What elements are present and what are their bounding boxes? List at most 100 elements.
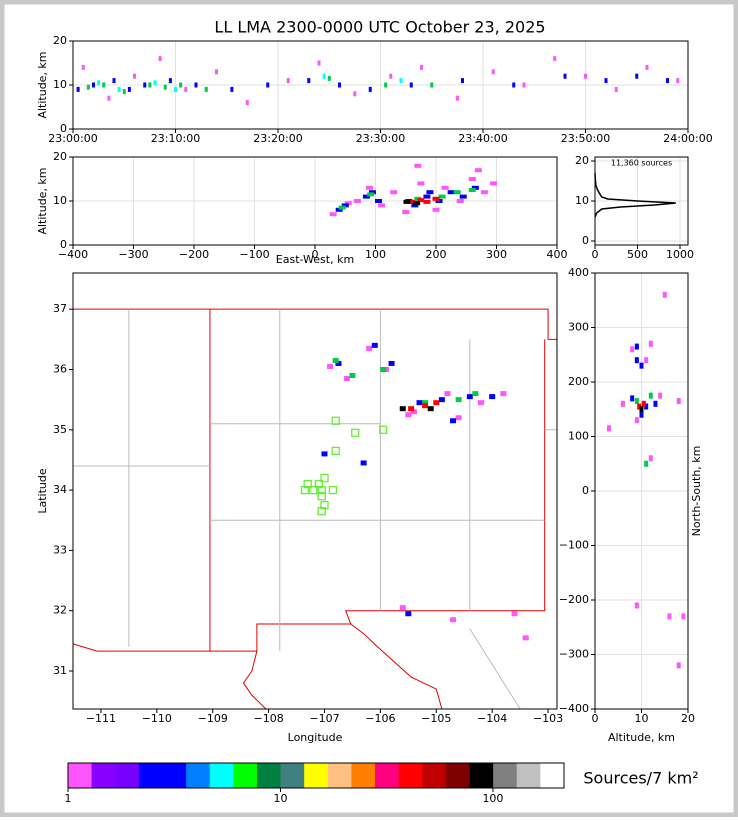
source-point [338, 82, 341, 88]
station [331, 416, 340, 425]
source-point [335, 207, 343, 212]
y-tick-label: 0 [582, 484, 589, 497]
source-point [491, 69, 495, 75]
x-tick-label: −103 [533, 712, 563, 725]
plot-border [72, 272, 558, 710]
x-tick-label: −109 [198, 712, 228, 725]
color-swatch [115, 763, 140, 788]
source-point [666, 78, 669, 84]
station [314, 479, 324, 489]
color-swatch [138, 763, 163, 788]
source-point [466, 394, 473, 400]
source-point [426, 190, 434, 195]
station [351, 428, 360, 437]
source-point [153, 80, 157, 86]
y-tick-label: −400 [559, 702, 589, 715]
source-point [133, 73, 136, 79]
x-tick-label: 1000 [666, 248, 694, 261]
y-tick-label: 20 [53, 150, 67, 163]
source-point [648, 455, 653, 462]
source-point [432, 207, 440, 212]
color-swatch [398, 763, 423, 788]
source-point [388, 360, 395, 366]
x-tick-label: −108 [254, 712, 284, 725]
source-point [676, 398, 681, 405]
color-swatch [422, 763, 447, 788]
color-swatch [233, 763, 258, 788]
source-point [644, 357, 649, 364]
source-point [676, 78, 680, 84]
y-tick-label: 100 [568, 430, 589, 443]
boundary [72, 643, 210, 652]
source-point [414, 163, 422, 168]
source-point [468, 188, 476, 192]
source-point [512, 82, 516, 88]
colorbar-border [67, 762, 565, 789]
y-tick-label: 37 [53, 302, 67, 315]
x-tick-label: 10 [635, 712, 649, 725]
source-point [405, 611, 412, 617]
source-point [384, 82, 388, 88]
source-point [349, 373, 356, 379]
x-tick-label: 500 [627, 248, 648, 261]
source-point [127, 86, 131, 92]
source-point [634, 417, 639, 424]
y-tick-label: 20 [575, 154, 589, 167]
tick-label: 10 [273, 792, 287, 805]
source-point [455, 415, 462, 421]
source-point [409, 82, 413, 88]
y-tick-label: 32 [53, 604, 67, 617]
source-point [489, 394, 496, 400]
source-point [97, 80, 101, 86]
plot-border [72, 40, 689, 130]
source-point [362, 194, 370, 199]
boundary [350, 623, 443, 710]
source-point [389, 73, 393, 79]
source-point [399, 406, 406, 412]
source-point [148, 82, 152, 88]
x-axis-label: East-West, km [276, 253, 354, 266]
source-point [368, 190, 376, 195]
source-point [522, 82, 526, 88]
source-point [112, 78, 116, 84]
station [320, 473, 329, 483]
source-point [427, 406, 434, 412]
source-point [286, 78, 290, 84]
color-swatch [91, 763, 116, 788]
source-point [266, 82, 270, 88]
source-point [433, 400, 440, 406]
source-point [438, 194, 446, 199]
plot-border [594, 156, 689, 246]
y-tick-label: 200 [568, 375, 589, 388]
station [309, 485, 318, 495]
color-swatch [469, 763, 494, 788]
boundary [242, 650, 267, 710]
station [317, 507, 326, 516]
source-point [653, 400, 658, 407]
source-point [322, 73, 326, 79]
source-point [76, 86, 80, 92]
x-tick-label: 23:10:00 [151, 132, 200, 145]
source-point [450, 418, 457, 424]
source-point [338, 205, 346, 210]
source-point [327, 363, 334, 369]
y-tick-label: 300 [568, 321, 589, 334]
y-tick-label: 20 [53, 34, 67, 47]
source-point [553, 56, 557, 62]
x-tick-label: 400 [547, 248, 568, 261]
source-point [86, 84, 90, 90]
station [379, 425, 388, 434]
source-point [423, 194, 431, 199]
y-tick-label: −100 [559, 539, 589, 552]
source-point [648, 392, 653, 399]
x-tick-label: −106 [365, 712, 395, 725]
source-point [453, 190, 461, 195]
source-point [204, 86, 208, 92]
source-point [500, 391, 507, 397]
tick-label: 100 [482, 792, 503, 805]
source-point [645, 64, 649, 70]
source-point [81, 64, 85, 70]
source-point [365, 185, 373, 190]
source-point [405, 412, 412, 418]
